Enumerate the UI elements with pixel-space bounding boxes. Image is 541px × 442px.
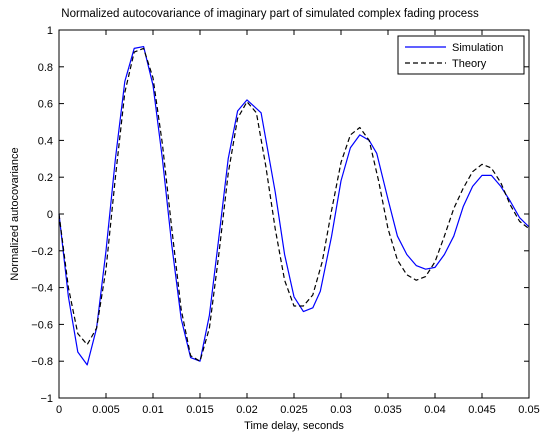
x-tick-label: 0.035 xyxy=(374,404,402,416)
x-tick-label: 0.025 xyxy=(280,404,308,416)
plot-background xyxy=(59,30,529,398)
x-tick-label: 0.045 xyxy=(468,404,496,416)
series-layer xyxy=(58,45,530,366)
x-tick-label: 0.005 xyxy=(92,404,120,416)
series-line-simulation xyxy=(58,45,530,366)
x-tick-label: 0.03 xyxy=(330,404,351,416)
plot-area xyxy=(59,30,529,398)
legend-label-theory: Theory xyxy=(452,58,487,70)
x-tick-label: 0.015 xyxy=(186,404,214,416)
y-tick-label: 0.8 xyxy=(38,62,53,74)
chart-title: Normalized autocovariance of imaginary p… xyxy=(61,8,479,20)
y-tick-label: 0.4 xyxy=(38,135,53,147)
y-tick-label: 0.2 xyxy=(38,172,53,184)
y-tick-label: −0.8 xyxy=(31,356,53,368)
y-tick-label: −0.6 xyxy=(31,319,53,331)
y-axis-label: Normalized autocovariance xyxy=(9,147,21,280)
x-axis-ticks: 0 0.005 0.01 0.015 0.02 0.025 0.03 0.035 0.04 0.0… xyxy=(56,30,540,416)
y-tick-label: 0 xyxy=(47,209,53,221)
x-tick-label: 0.04 xyxy=(424,404,445,416)
y-tick-label: 1 xyxy=(47,25,53,37)
y-tick-label: −0.2 xyxy=(31,246,53,258)
x-tick-label: 0.05 xyxy=(518,404,539,416)
y-axis-ticks: −1 −0.8 −0.6 −0.4 −0.2 0 0.2 0.4 0.6 0.8 1 xyxy=(31,25,529,405)
x-tick-label: 0.01 xyxy=(142,404,163,416)
legend-box xyxy=(397,35,525,75)
y-tick-label: −1 xyxy=(40,393,53,405)
x-tick-label: 0 xyxy=(56,404,62,416)
legend-label-simulation: Simulation xyxy=(452,42,503,54)
series-line-theory xyxy=(58,47,530,362)
y-tick-label: −0.4 xyxy=(31,283,53,295)
legend: Simulation Theory xyxy=(397,35,525,75)
x-axis-label: Time delay, seconds xyxy=(244,420,344,432)
x-tick-label: 0.02 xyxy=(236,404,257,416)
y-tick-label: 0.6 xyxy=(38,99,53,111)
